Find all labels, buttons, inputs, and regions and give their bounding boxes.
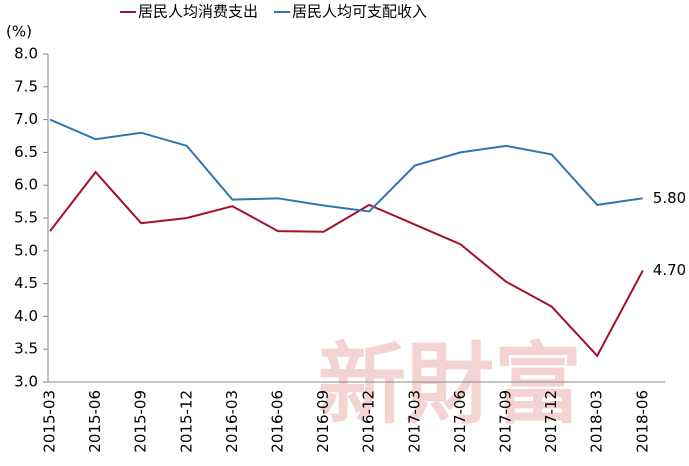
y-tick-label: 5.5: [14, 209, 38, 227]
unit-label: (%): [6, 23, 32, 41]
y-tick-label: 3.5: [14, 340, 38, 358]
watermark: 新財富: [318, 332, 582, 436]
y-tick-label: 8.0: [14, 45, 38, 63]
value-label: 4.70: [653, 261, 686, 279]
x-tick-label: 2017-03: [405, 390, 423, 453]
legend-label: 居民人均消费支出: [138, 3, 258, 21]
y-tick-label: 4.0: [14, 307, 38, 325]
x-tick-label: 2015-06: [86, 390, 104, 453]
x-tick-label: 2017-09: [497, 390, 515, 453]
x-tick-label: 2016-03: [223, 390, 241, 453]
y-tick-label: 7.5: [14, 77, 38, 95]
y-tick-label: 4.5: [14, 274, 38, 292]
y-tick-label: 5.0: [14, 241, 38, 259]
series-line: [49, 118, 643, 213]
legend-label: 居民人均可支配收入: [292, 3, 427, 21]
x-tick-label: 2017-12: [542, 390, 560, 453]
y-tick-label: 7.0: [14, 110, 38, 128]
x-tick-label: 2017-06: [451, 390, 469, 453]
y-tick-label: 6.0: [14, 176, 38, 194]
x-tick-label: 2016-06: [269, 390, 287, 453]
y-tick-label: 6.5: [14, 143, 38, 161]
value-label: 5.80: [653, 189, 686, 207]
x-tick-label: 2016-09: [314, 390, 332, 453]
x-tick-label: 2016-12: [360, 390, 378, 453]
y-tick-label: 3.0: [14, 373, 38, 391]
series-line: [49, 170, 644, 358]
x-tick-label: 2018-06: [633, 390, 651, 453]
x-tick-label: 2018-03: [588, 390, 606, 453]
x-tick-label: 2015-03: [41, 390, 59, 453]
x-tick-label: 2015-12: [177, 390, 195, 453]
x-tick-label: 2015-09: [132, 390, 150, 453]
